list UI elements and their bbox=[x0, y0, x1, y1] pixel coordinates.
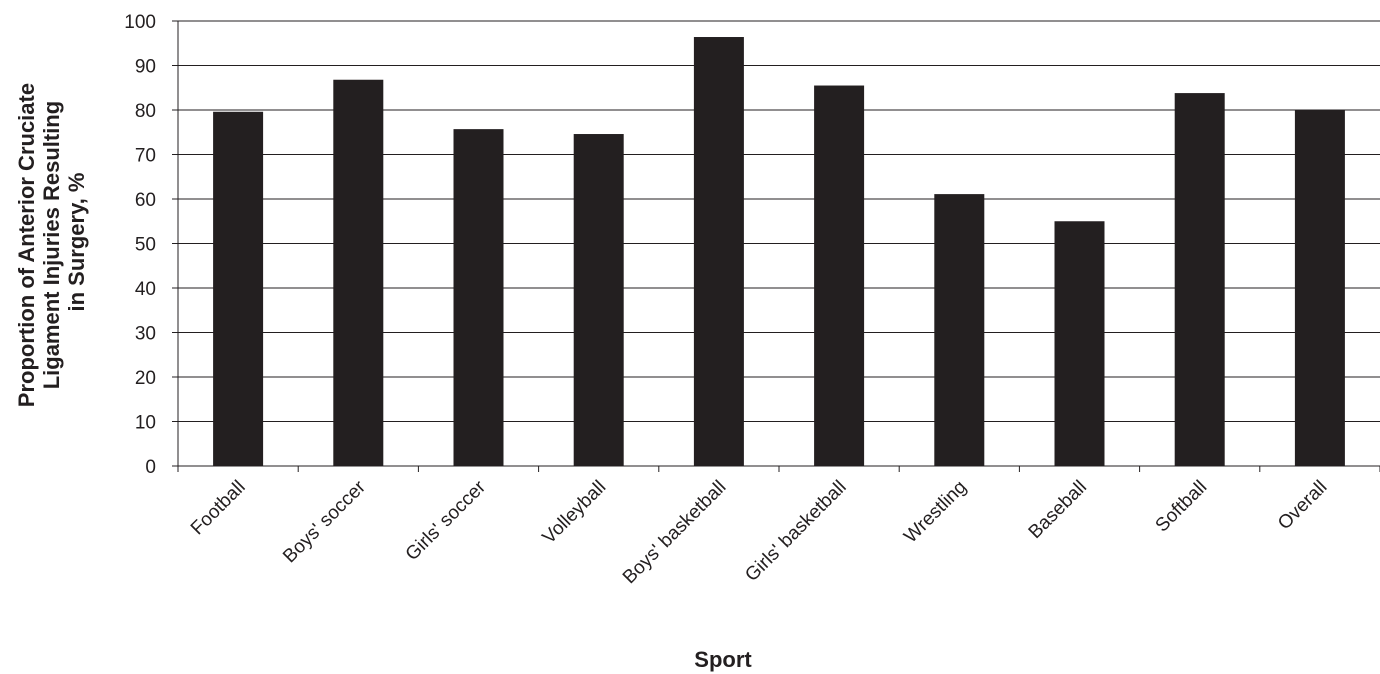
y-axis-title-line-2: Ligament Injuries Resulting bbox=[39, 101, 64, 389]
bar bbox=[693, 37, 744, 467]
x-category-label: Football bbox=[187, 477, 250, 540]
bar bbox=[333, 79, 384, 467]
bars bbox=[213, 37, 1345, 467]
bar bbox=[1294, 110, 1345, 466]
bar bbox=[934, 194, 985, 467]
x-category-label: Boys' basketball bbox=[619, 477, 731, 589]
x-category-label: Volleyball bbox=[539, 477, 611, 549]
y-tick-label: 50 bbox=[135, 235, 156, 256]
x-category-label: Softball bbox=[1152, 477, 1212, 537]
x-category-label: Overall bbox=[1274, 477, 1331, 534]
y-axis-title-line-1: Proportion of Anterior Cruciate bbox=[14, 83, 39, 407]
y-tick-labels: 0 10 20 30 40 50 60 70 80 90 100 bbox=[124, 12, 178, 478]
bar bbox=[573, 134, 624, 466]
x-category-label: Girls' soccer bbox=[402, 476, 491, 565]
y-tick-label: 30 bbox=[135, 324, 156, 345]
y-axis-title: Proportion of Anterior Cruciate Ligament… bbox=[14, 77, 89, 407]
y-tick-label: 90 bbox=[135, 57, 156, 78]
y-tick-label: 60 bbox=[135, 190, 156, 211]
bar bbox=[213, 111, 264, 466]
bar bbox=[814, 85, 865, 467]
bar bbox=[453, 129, 504, 466]
y-tick-label: 100 bbox=[124, 12, 156, 33]
y-tick-label: 40 bbox=[135, 279, 156, 300]
y-tick-label: 0 bbox=[145, 457, 156, 478]
x-category-label: Girls' basketball bbox=[741, 477, 850, 586]
bar bbox=[1054, 221, 1105, 466]
y-tick-label: 70 bbox=[135, 146, 156, 167]
x-axis-title: Sport bbox=[694, 647, 752, 672]
y-tick-label: 10 bbox=[135, 413, 156, 434]
x-category-label: Wrestling bbox=[900, 477, 971, 548]
x-category-label: Boys' soccer bbox=[279, 476, 370, 567]
y-tick-label: 20 bbox=[135, 368, 156, 389]
y-tick-label: 80 bbox=[135, 101, 156, 122]
y-axis-title-line-3: in Surgery, % bbox=[64, 173, 89, 312]
x-category-labels: Football Boys' soccer Girls' soccer Volleyb… bbox=[187, 476, 1331, 588]
bar bbox=[1174, 93, 1225, 466]
x-category-label: Baseball bbox=[1025, 477, 1091, 543]
